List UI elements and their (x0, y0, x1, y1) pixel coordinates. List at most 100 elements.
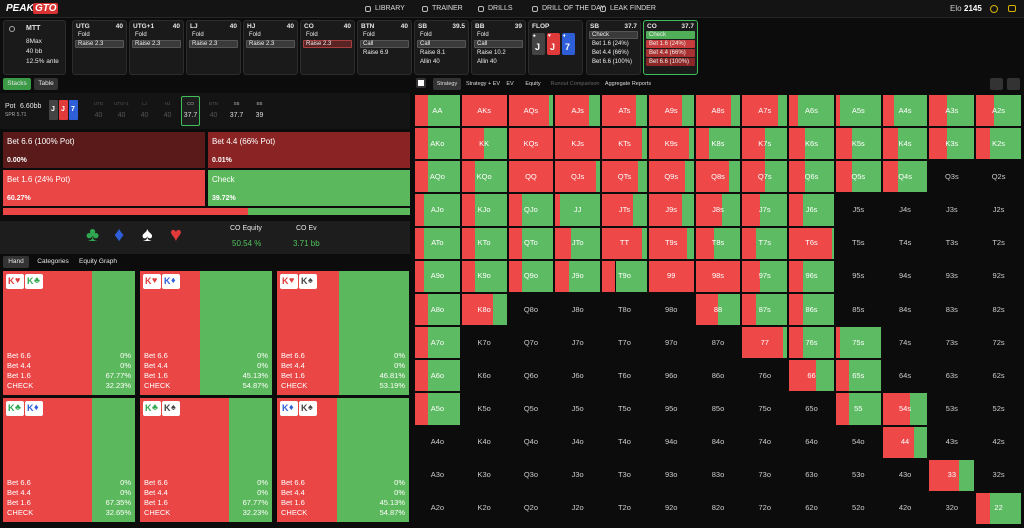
range-hand[interactable]: AJo (430, 205, 444, 215)
range-hand[interactable]: 43s (945, 437, 958, 447)
strategy-box[interactable] (208, 170, 410, 206)
range-hand[interactable]: Q8o (523, 304, 538, 314)
position-card[interactable] (586, 20, 641, 75)
nav-item[interactable]: DRILLS (488, 5, 513, 12)
range-hand[interactable]: 72o (758, 503, 772, 513)
range-hand[interactable]: 86s (805, 304, 818, 314)
suit-filter[interactable]: ♥ (170, 224, 182, 246)
tab[interactable]: Stacks (3, 78, 31, 90)
range-hand[interactable]: Q5s (851, 171, 866, 181)
action-option[interactable]: Allin 40 (477, 59, 497, 65)
range-hand[interactable]: KJo (477, 205, 491, 215)
range-hand[interactable]: J7o (571, 337, 584, 347)
action-option[interactable]: Bet 1.6 (24%) (646, 40, 695, 48)
range-hand[interactable]: Q4o (523, 437, 538, 447)
action-option[interactable]: Bet 6.6 (100%) (646, 58, 695, 66)
range-hand[interactable]: 76s (805, 337, 818, 347)
range-hand[interactable]: 54o (852, 437, 865, 447)
range-hand[interactable]: 87o (711, 337, 725, 347)
range-hand[interactable]: KJs (571, 138, 584, 148)
suit-filter[interactable]: ♠ (142, 224, 153, 246)
action-option[interactable]: Bet 4.4 (66%) (592, 50, 629, 56)
range-hand[interactable]: 53s (945, 403, 958, 413)
range-hand[interactable]: 98s (711, 271, 725, 281)
range-hand[interactable]: 96s (805, 271, 818, 281)
range-hand[interactable]: 97o (664, 337, 678, 347)
layout-icon[interactable] (416, 78, 426, 88)
action-option[interactable]: Fold (477, 32, 489, 38)
strategy-box[interactable] (3, 132, 205, 168)
range-hand[interactable]: JTs (618, 205, 631, 215)
range-hand[interactable]: T7o (617, 337, 631, 347)
range-hand[interactable]: K5o (477, 403, 491, 413)
range-hand[interactable]: AKs (477, 105, 492, 115)
action-option[interactable]: Fold (249, 32, 261, 38)
range-hand[interactable]: A5o (430, 403, 445, 413)
tab[interactable]: Equity (525, 81, 541, 87)
range-hand[interactable]: 62o (805, 503, 818, 513)
range-hand[interactable]: A3s (945, 105, 959, 115)
range-hand[interactable]: QJs (571, 171, 585, 181)
action-option[interactable]: Allin 40 (420, 59, 440, 65)
action-option[interactable]: Call (417, 40, 466, 48)
range-hand[interactable]: J5o (571, 403, 584, 413)
range-hand[interactable]: 64o (805, 437, 818, 447)
range-hand[interactable]: Q5o (523, 403, 538, 413)
range-hand[interactable]: 72s (992, 337, 1005, 347)
range-hand[interactable]: Q3o (523, 470, 538, 480)
range-hand[interactable]: 73s (945, 337, 958, 347)
range-hand[interactable]: T9s (664, 238, 678, 248)
range-hand[interactable]: J2s (992, 205, 1005, 215)
range-hand[interactable]: 55 (854, 403, 863, 413)
range-hand[interactable]: A9o (430, 271, 445, 281)
tab[interactable]: Runout Comparison (550, 81, 600, 87)
range-hand[interactable]: KTs (618, 138, 631, 148)
range-hand[interactable]: 84o (711, 437, 725, 447)
range-hand[interactable]: Q8s (711, 171, 725, 181)
range-hand[interactable]: 98o (664, 304, 678, 314)
action-option[interactable]: Raise 2.3 (132, 40, 181, 48)
range-hand[interactable]: K7o (477, 337, 491, 347)
range-hand[interactable]: JTo (571, 238, 584, 248)
range-hand[interactable]: Q9s (664, 171, 679, 181)
range-hand[interactable]: 66 (807, 370, 816, 380)
range-hand[interactable]: 93s (945, 271, 958, 281)
range-hand[interactable]: A7s (758, 105, 772, 115)
range-hand[interactable]: T5o (617, 403, 631, 413)
range-hand[interactable]: QJo (524, 205, 538, 215)
action-option[interactable]: Raise 2.3 (75, 40, 124, 48)
range-hand[interactable]: J9o (571, 271, 584, 281)
range-hand[interactable]: 82s (992, 304, 1005, 314)
action-option[interactable]: Check (646, 31, 695, 39)
action-option[interactable]: Bet 1.6 (24%) (592, 41, 629, 47)
range-hand[interactable]: 83s (945, 304, 958, 314)
range-hand[interactable]: J5s (852, 205, 865, 215)
range-hand[interactable]: 53o (852, 470, 865, 480)
range-hand[interactable]: K6s (805, 138, 818, 148)
suit-filter[interactable]: ♣ (86, 224, 100, 246)
range-hand[interactable]: KK (479, 138, 490, 148)
range-hand[interactable]: K9o (477, 271, 491, 281)
range-hand[interactable]: 32o (945, 503, 959, 513)
tab[interactable]: Table (34, 78, 58, 90)
tab[interactable]: EV (506, 81, 514, 87)
range-hand[interactable]: JJ (573, 205, 582, 215)
range-hand[interactable]: K4o (477, 437, 491, 447)
action-option[interactable]: Fold (363, 32, 375, 38)
range-hand[interactable]: 94s (899, 271, 912, 281)
range-hand[interactable]: T6s (805, 238, 818, 248)
range-hand[interactable]: 92s (992, 271, 1005, 281)
range-hand[interactable]: 64s (899, 370, 912, 380)
range-hand[interactable]: 85s (852, 304, 865, 314)
action-option[interactable]: Fold (420, 32, 432, 38)
menu-icon[interactable] (1007, 78, 1020, 90)
range-hand[interactable]: J8o (571, 304, 584, 314)
range-hand[interactable]: K5s (851, 138, 865, 148)
range-hand[interactable]: KQo (476, 171, 492, 181)
settings-icon[interactable] (9, 26, 15, 32)
action-option[interactable]: Fold (135, 32, 147, 38)
range-hand[interactable]: Q2o (523, 503, 538, 513)
range-hand[interactable]: 74s (899, 337, 912, 347)
range-hand[interactable]: 22 (994, 503, 1003, 513)
range-hand[interactable]: K2s (992, 138, 1006, 148)
